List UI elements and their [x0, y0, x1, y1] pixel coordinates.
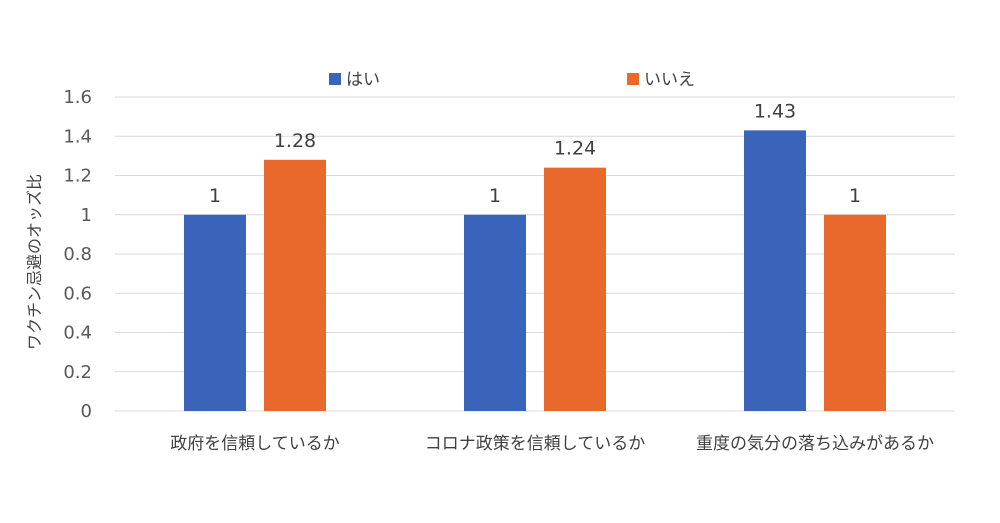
- y-tick-label: 0: [81, 401, 92, 422]
- data-label: 1.24: [554, 138, 596, 160]
- data-label: 1.43: [754, 100, 796, 122]
- legend-label: いいえ: [644, 70, 695, 90]
- y-tick-label: 0.2: [63, 362, 92, 383]
- data-label: 1.28: [274, 130, 316, 152]
- data-labels: 1 1.28 1 1.24 1.43 1: [209, 100, 861, 206]
- legend-swatch: [627, 73, 639, 85]
- y-tick-label: 1.6: [63, 87, 92, 108]
- y-axis-label: ワクチン忌避のオッズ比: [25, 174, 44, 350]
- data-label: 1: [849, 185, 861, 207]
- bar: [744, 130, 806, 412]
- legend-swatch: [329, 73, 341, 85]
- x-category-label: 政府を信頼しているか: [170, 434, 340, 454]
- y-tick-label: 0.8: [63, 244, 92, 265]
- y-axis-ticks: 0 0.2 0.4 0.6 0.8 1 1.2 1.4 1.6: [63, 87, 92, 422]
- data-label: 1: [489, 185, 501, 207]
- bar: [264, 159, 326, 411]
- bar: [464, 214, 526, 411]
- gridlines: [115, 96, 955, 412]
- bar: [824, 214, 886, 411]
- x-category-label: コロナ政策を信頼しているか: [425, 434, 646, 454]
- bars: [184, 130, 886, 412]
- x-axis-categories: 政府を信頼しているか コロナ政策を信頼しているか 重度の気分の落ち込みがあるか: [170, 434, 934, 454]
- y-tick-label: 0.6: [63, 283, 92, 304]
- x-category-label: 重度の気分の落ち込みがあるか: [696, 434, 934, 454]
- data-label: 1: [209, 185, 221, 207]
- legend: はい いいえ: [329, 70, 695, 90]
- bar: [544, 167, 606, 411]
- legend-label: はい: [346, 70, 380, 90]
- y-tick-label: 1.2: [63, 166, 92, 187]
- y-tick-label: 1: [81, 205, 92, 226]
- y-tick-label: 0.4: [63, 323, 92, 344]
- bar: [184, 214, 246, 411]
- y-tick-label: 1.4: [63, 126, 92, 147]
